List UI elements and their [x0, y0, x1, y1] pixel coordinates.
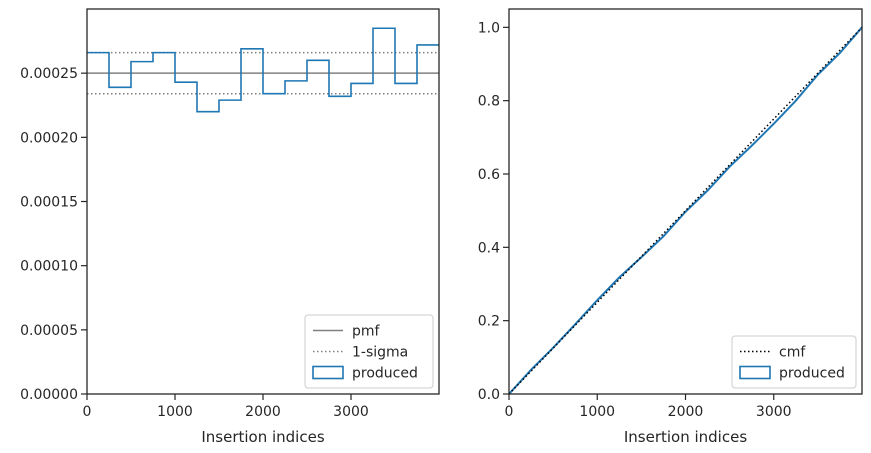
- legend-label: produced: [779, 366, 845, 382]
- y-tick-label: 0.00000: [20, 387, 78, 403]
- legend-patch: [739, 365, 771, 380]
- legend-box: [731, 335, 857, 389]
- series-layer: [508, 26, 863, 395]
- y-tick-label: 0.00010: [20, 259, 78, 275]
- cdf-panel: 0 1000 2000 3000 0.0 0.2 0.4 0.6 0.8 1.0 Inserti…: [478, 8, 863, 446]
- y-tick-label: 1.0: [478, 20, 500, 36]
- x-tick-label: 2000: [668, 404, 704, 420]
- x-tick-label: 2000: [245, 404, 281, 420]
- x-axis-ticks: 0 1000 2000 3000: [83, 394, 369, 420]
- legend-label: 1-sigma: [352, 345, 408, 361]
- produced-step-line: [87, 27, 439, 113]
- legend-patch: [312, 365, 344, 380]
- y-tick-label: 0.00015: [20, 195, 78, 211]
- histogram-panel: 0 1000 2000 3000 0.000000.000050.000100.000…: [20, 8, 440, 446]
- x-tick-label: 3000: [756, 404, 792, 420]
- x-tick-label: 3000: [333, 404, 369, 420]
- y-tick-label: 0.0: [478, 387, 500, 403]
- y-tick-label: 0.00025: [20, 66, 78, 82]
- y-tick-label: 0.4: [478, 240, 500, 256]
- y-tick-label: 0.2: [478, 314, 500, 330]
- x-axis-label: Insertion indices: [201, 428, 324, 446]
- x-tick-label: 0: [83, 404, 92, 420]
- y-tick-label: 0.6: [478, 167, 500, 183]
- legend-box: [304, 314, 434, 389]
- y-tick-label: 0.8: [478, 94, 500, 110]
- legend-label: cmf: [779, 345, 806, 361]
- x-axis-label: Insertion indices: [624, 428, 747, 446]
- x-tick-label: 1000: [579, 404, 615, 420]
- y-axis-ticks: 0.00000 0.00005 0.00010 0.00015 0.00020 0.000…: [20, 66, 87, 403]
- y-axis-ticks: 0.0 0.2 0.4 0.6 0.8 1.0: [478, 20, 509, 403]
- legend: cmf produced: [731, 335, 857, 389]
- y-tick-label: 0.00005: [20, 323, 78, 339]
- x-tick-label: 0: [505, 404, 514, 420]
- y-tick-label: 0.00020: [20, 130, 78, 146]
- x-tick-label: 1000: [157, 404, 193, 420]
- cmf-line: [508, 26, 863, 395]
- legend-label: produced: [352, 366, 418, 382]
- legend-label: pmf: [352, 324, 381, 340]
- x-axis-ticks: 0 1000 2000 3000: [505, 394, 792, 420]
- legend: pmf 1-sigma produced: [304, 314, 434, 389]
- series-layer: [87, 27, 439, 113]
